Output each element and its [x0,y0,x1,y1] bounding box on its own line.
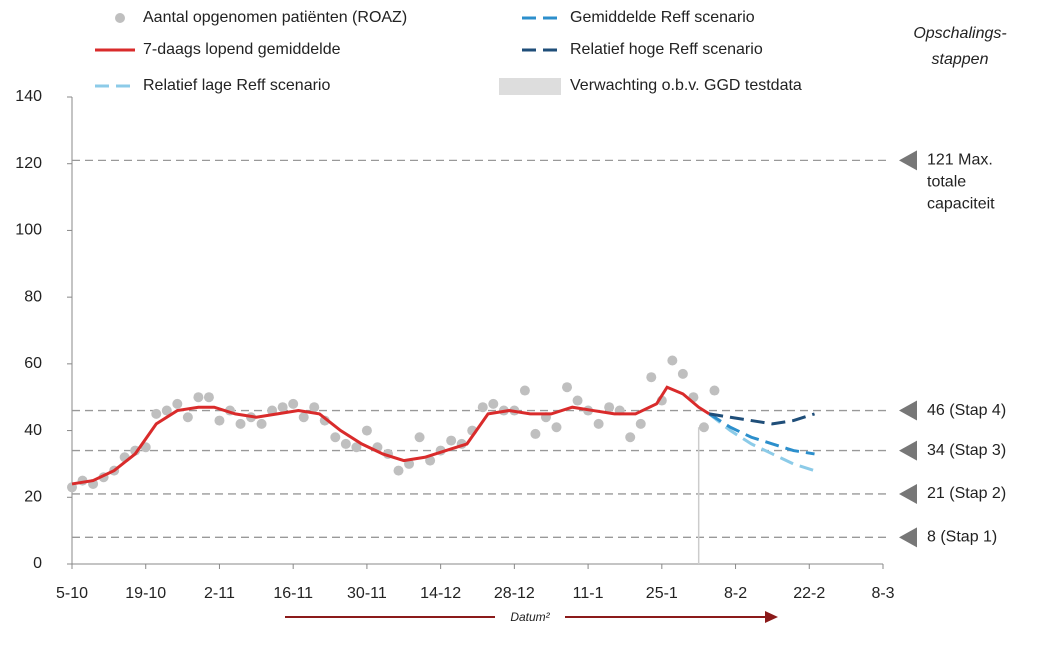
data-point [414,432,425,443]
y-tick-label: 80 [24,288,42,305]
data-point [277,402,288,413]
data-point [562,382,573,393]
data-point [709,385,720,396]
y-tick-label: 40 [24,422,42,439]
x-tick-label: 8-2 [724,585,747,602]
data-point [551,422,562,433]
data-point [646,372,657,383]
y-tick-label: 140 [15,88,42,105]
reference-label: capaciteit [927,196,995,213]
label-bg [495,608,565,626]
data-point [425,455,436,466]
data-point [235,418,246,429]
x-tick-label: 11-1 [573,585,604,602]
data-point [151,408,162,419]
x-axis-label: Datum² [510,610,550,624]
legend-label: 7-daags lopend gemiddelde [143,41,341,58]
reference-label: 121 Max. [927,152,993,169]
reference-label: 34 (Stap 3) [927,442,1006,459]
y-tick-label: 60 [24,355,42,372]
x-tick-label: 19-10 [125,585,166,602]
reference-marker [899,440,917,461]
data-point [340,438,351,449]
data-point [193,392,204,403]
legend-label: Verwachting o.b.v. GGD testdata [570,77,802,94]
data-point [519,385,530,396]
data-point [203,392,214,403]
axis-arrow-head [765,611,778,623]
legend-label: Aantal opgenomen patiënten (ROAZ) [143,9,407,26]
data-point [625,432,636,443]
reference-marker [899,527,917,548]
x-tick-label: 25-1 [646,585,678,602]
data-point [530,428,541,439]
legend-swatch [499,78,561,95]
series-line [708,412,815,456]
x-tick-label: 5-10 [56,585,88,602]
data-point [161,405,172,416]
y-tick-label: 100 [15,222,42,239]
x-tick-label: 22-2 [793,585,825,602]
data-point [361,425,372,436]
data-point [330,432,341,443]
data-point [309,402,320,413]
data-point [298,412,309,423]
x-tick-label: 28-12 [494,585,535,602]
data-point [351,442,362,453]
y-tick-label: 0 [33,555,42,572]
legend-label: Relatief lage Reff scenario [143,77,330,94]
reference-label: 21 (Stap 2) [927,485,1006,502]
series-line [71,385,711,486]
x-tick-label: 30-11 [347,585,387,602]
x-tick-label: 8-3 [871,585,894,602]
reference-marker [899,483,917,504]
legend-label: Relatief hoge Reff scenario [570,41,763,58]
x-tick-label: 16-11 [273,585,313,602]
data-point [393,465,404,476]
y-tick-label: 120 [15,155,42,172]
right-label: Opschalings- [913,25,1006,42]
data-point [288,398,299,409]
data-point [635,418,646,429]
data-point [214,415,225,426]
data-point [256,418,267,429]
data-point [488,398,499,409]
reference-label: totale [927,174,966,191]
data-point [172,398,183,409]
y-tick-label: 20 [24,489,42,506]
data-point [477,402,488,413]
legend-swatch [115,13,125,23]
data-point [593,418,604,429]
x-tick-label: 14-12 [420,585,461,602]
data-point [667,355,678,366]
reference-label: 46 (Stap 4) [927,402,1006,419]
data-point [319,415,330,426]
data-point [698,422,709,433]
reference-label: 8 (Stap 1) [927,529,997,546]
data-point [446,435,457,446]
data-point [604,402,615,413]
data-point [677,368,688,379]
x-tick-label: 2-11 [204,585,235,602]
reference-marker [899,150,917,171]
series-line [708,412,815,473]
data-point [182,412,193,423]
data-point [572,395,583,406]
reference-marker [899,400,917,421]
right-label: stappen [932,51,989,68]
legend-label: Gemiddelde Reff scenario [570,9,755,26]
series-line [708,412,815,426]
